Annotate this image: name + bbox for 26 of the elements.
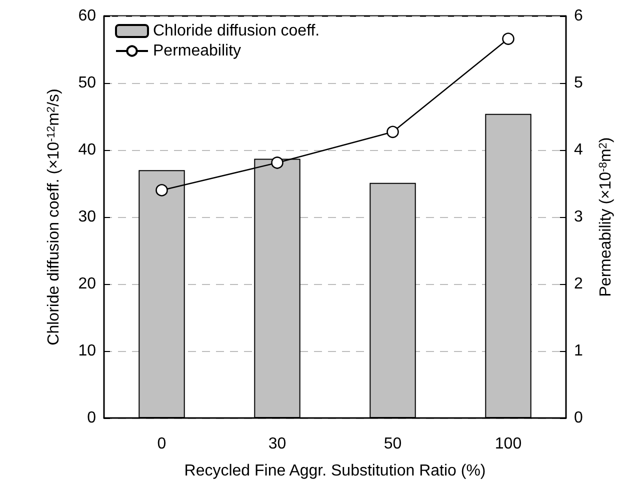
- x-tick-label: 100: [494, 436, 522, 452]
- y-tick-label: 30: [78, 208, 96, 226]
- legend-label: Permeability: [153, 42, 242, 60]
- y2-tick-label: 2: [574, 276, 583, 292]
- y-tick-label: 10: [78, 342, 96, 360]
- x-tick-label: 30: [268, 436, 286, 452]
- point: [271, 156, 284, 169]
- y-tick-label: 0: [87, 410, 96, 426]
- y-tick-label: 60: [78, 8, 96, 24]
- point: [156, 184, 168, 196]
- y-tick-label: 40: [78, 142, 96, 158]
- y2-tick-label: 4: [574, 142, 583, 158]
- y2-tick-label: 1: [574, 342, 583, 360]
- y2-tick-label: 0: [574, 410, 583, 426]
- x-axis-title: Recycled Fine Aggr. Substitution Ratio (%): [184, 462, 486, 480]
- y-axis-title: Chloride diffusion coeff. (×10-12m2/s): [46, 88, 62, 346]
- y-tick-label: 50: [78, 74, 96, 92]
- y2-axis-title: Permeability (×10-8m2): [598, 137, 614, 297]
- x-tick-label: 0: [157, 436, 166, 452]
- x-tick-label: 50: [384, 436, 402, 452]
- y-tick-label: 20: [78, 276, 96, 292]
- point: [386, 126, 399, 138]
- y2-tick-label: 3: [574, 208, 583, 226]
- legend-label: Chloride diffusion coeff.: [153, 22, 320, 40]
- y2-tick-label: 5: [574, 74, 583, 92]
- y2-tick-label: 6: [574, 8, 583, 24]
